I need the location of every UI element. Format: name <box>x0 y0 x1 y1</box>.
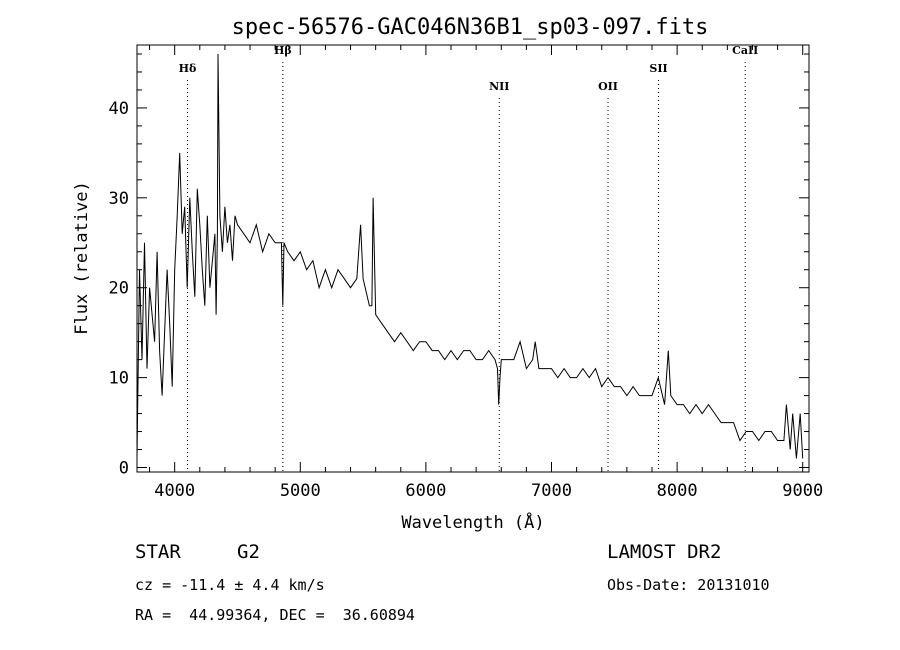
y-tick-label: 0 <box>119 459 129 479</box>
spectral-line-label: Hβ <box>274 44 292 57</box>
chart-title: spec-56576-GAC046N36B1_sp03-097.fits <box>232 15 709 40</box>
spectral-line-label: NII <box>489 80 509 93</box>
y-tick-label: 30 <box>109 189 129 209</box>
spectrum-line <box>136 53 804 459</box>
y-tick-label: 10 <box>109 369 129 389</box>
y-axis-label: Flux (relative) <box>72 181 92 335</box>
x-tick-label: 6000 <box>405 481 446 501</box>
observation-date: Obs-Date: 20131010 <box>607 576 770 594</box>
y-tick-label: 40 <box>109 99 129 119</box>
object-class: STAR <box>135 541 181 563</box>
spectral-line-label: CaII <box>732 44 758 57</box>
survey-name: LAMOST DR2 <box>607 541 721 563</box>
coordinates: RA = 44.99364, DEC = 36.60894 <box>135 606 415 624</box>
x-tick-label: 4000 <box>154 481 195 501</box>
spectral-line-label: SII <box>649 62 667 75</box>
plot-frame <box>136 44 810 473</box>
redshift-value: cz = -11.4 ± 4.4 km/s <box>135 576 325 594</box>
x-tick-label: 7000 <box>531 481 572 501</box>
x-tick-label: 5000 <box>280 481 321 501</box>
spectral-subclass: G2 <box>237 541 260 563</box>
spectral-line-label: Hδ <box>179 62 197 75</box>
x-axis-label: Wavelength (Å) <box>401 511 544 533</box>
x-tick-label: 8000 <box>657 481 698 501</box>
spectral-line-markers: Hδ Hβ NII OII SII CaII <box>179 44 758 472</box>
axis-ticks: 4000 5000 6000 7000 8000 9000 0 10 20 30 40 <box>109 45 823 501</box>
spectral-line-label: OII <box>598 80 618 93</box>
y-tick-label: 20 <box>109 279 129 299</box>
x-tick-label: 9000 <box>782 481 823 501</box>
